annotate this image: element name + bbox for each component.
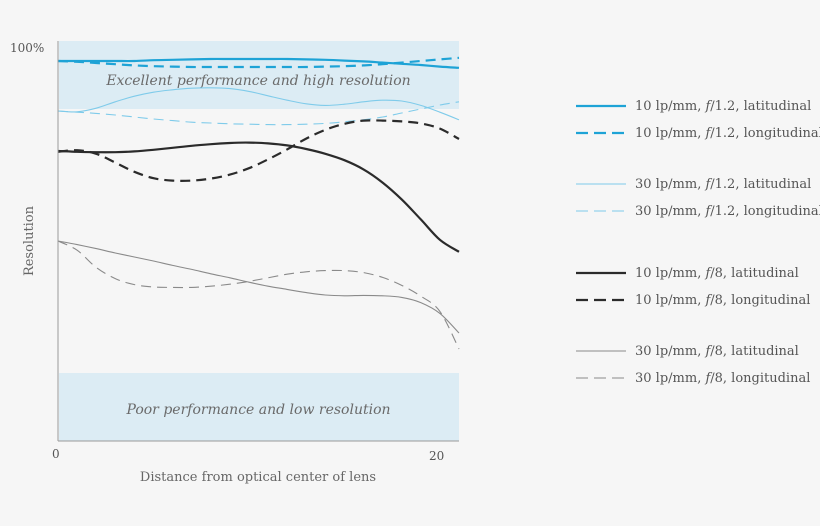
legend-label-7: 30 lp/mm, f/8, latitudinal <box>635 344 799 359</box>
region-poor <box>59 373 459 441</box>
series-line-1 <box>58 57 460 69</box>
x-axis-title: Distance from optical center of lens <box>140 470 376 485</box>
legend-label-3: 30 lp/mm, f/1.2, latitudinal <box>635 177 811 192</box>
legend-label-2: 10 lp/mm, f/1.2, longitudinal <box>635 126 820 141</box>
y-axis-title: Resolution <box>22 205 37 276</box>
y-tick-label-top: 100% <box>10 41 44 55</box>
region-label-excellent: Excellent performance and high resolutio… <box>105 73 410 89</box>
series-line-8 <box>57 240 460 350</box>
series-line-2 <box>57 56 460 69</box>
x-tick-label-0: 0 <box>52 447 60 461</box>
series-line-3 <box>57 87 460 121</box>
legend-label-1: 10 lp/mm, f/1.2, latitudinal <box>635 99 811 114</box>
series-line-7 <box>57 240 460 334</box>
legend-label-8: 30 lp/mm, f/8, longitudinal <box>635 371 810 386</box>
series-line-6 <box>57 119 460 182</box>
region-excellent <box>59 41 459 109</box>
legend: 10 lp/mm, f/1.2, latitudinal 10 lp/mm, f/… <box>576 99 820 386</box>
legend-label-6: 10 lp/mm, f/8, longitudinal <box>635 293 810 308</box>
x-tick-label-1: 20 <box>429 449 444 463</box>
legend-label-5: 10 lp/mm, f/8, latitudinal <box>635 266 799 281</box>
series-line-5 <box>57 141 460 253</box>
region-label-poor: Poor performance and low resolution <box>125 402 390 418</box>
legend-label-4: 30 lp/mm, f/1.2, longitudinal <box>635 204 820 219</box>
series-line-4 <box>57 101 460 126</box>
